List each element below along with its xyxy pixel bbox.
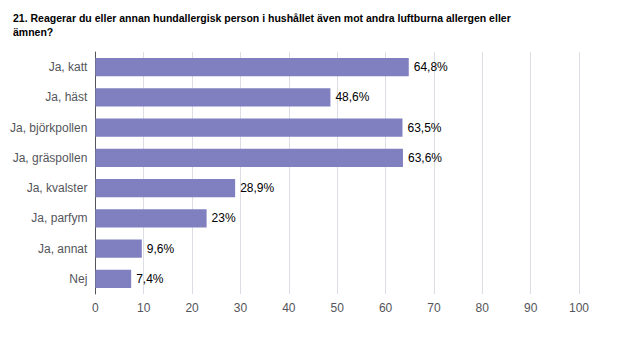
svg-text:60: 60 xyxy=(379,301,393,315)
svg-text:63,6%: 63,6% xyxy=(408,151,442,165)
svg-text:Ja, häst: Ja, häst xyxy=(45,90,88,104)
svg-text:10: 10 xyxy=(137,301,151,315)
svg-text:80: 80 xyxy=(476,301,490,315)
svg-text:ämnen?: ämnen? xyxy=(13,26,53,38)
svg-text:23%: 23% xyxy=(212,211,236,225)
svg-text:70: 70 xyxy=(427,301,441,315)
svg-text:100: 100 xyxy=(569,301,589,315)
svg-text:0: 0 xyxy=(92,301,99,315)
svg-text:Ja, annat: Ja, annat xyxy=(38,242,88,256)
svg-text:Nej: Nej xyxy=(69,272,87,286)
svg-text:30: 30 xyxy=(234,301,248,315)
svg-text:63,5%: 63,5% xyxy=(407,121,441,135)
svg-text:20: 20 xyxy=(185,301,199,315)
svg-text:40: 40 xyxy=(282,301,296,315)
svg-text:Ja, katt: Ja, katt xyxy=(49,60,88,74)
svg-text:28,9%: 28,9% xyxy=(240,181,274,195)
svg-text:50: 50 xyxy=(331,301,345,315)
svg-text:64,8%: 64,8% xyxy=(414,60,448,74)
svg-text:90: 90 xyxy=(524,301,538,315)
svg-text:21. Reagerar du eller annan hu: 21. Reagerar du eller annan hundallergis… xyxy=(13,12,511,24)
svg-text:Ja, björkpollen: Ja, björkpollen xyxy=(10,121,87,135)
svg-text:7,4%: 7,4% xyxy=(136,272,164,286)
svg-text:Ja, parfym: Ja, parfym xyxy=(31,211,87,225)
svg-text:48,6%: 48,6% xyxy=(335,90,369,104)
svg-text:9,6%: 9,6% xyxy=(147,242,175,256)
svg-text:Ja, kvalster: Ja, kvalster xyxy=(27,181,88,195)
svg-text:Ja, gräspollen: Ja, gräspollen xyxy=(13,151,88,165)
